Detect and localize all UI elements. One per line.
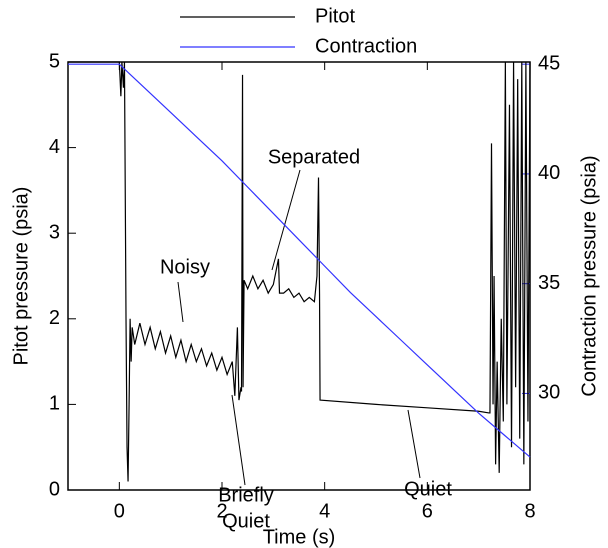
annotation-leaders bbox=[177, 169, 421, 486]
leader bbox=[231, 394, 246, 486]
annotation: Separated bbox=[268, 146, 360, 168]
y-tick-label: 3 bbox=[49, 221, 60, 243]
x-tick-label: 6 bbox=[422, 500, 433, 522]
x-tick-label: 4 bbox=[319, 500, 330, 522]
y-tick-label: 0 bbox=[49, 478, 60, 500]
y-axis-label: Pitot pressure (psia) bbox=[10, 187, 32, 366]
y2-tick-label: 35 bbox=[538, 272, 560, 294]
y2-tick-label: 40 bbox=[538, 162, 560, 184]
y-tick-label: 5 bbox=[49, 50, 60, 72]
x-tick-label: 8 bbox=[524, 500, 535, 522]
y2-tick-label: 30 bbox=[538, 382, 560, 404]
x-tick-label: 2 bbox=[216, 500, 227, 522]
x-axis-label: Time (s) bbox=[263, 526, 336, 548]
series-line bbox=[68, 63, 531, 458]
y-tick-label: 2 bbox=[49, 307, 60, 329]
annotation: Noisy bbox=[160, 256, 210, 278]
y2-tick-label: 45 bbox=[538, 52, 560, 74]
leader bbox=[407, 409, 421, 479]
leader bbox=[177, 281, 184, 323]
legend-label: Pitot bbox=[315, 5, 355, 27]
x-tick-label: 0 bbox=[114, 500, 125, 522]
legend-label: Contraction bbox=[315, 35, 417, 57]
y-tick-label: 4 bbox=[49, 136, 60, 158]
plot-frame bbox=[67, 61, 531, 491]
leader bbox=[271, 169, 301, 271]
y-tick-label: 1 bbox=[49, 393, 60, 415]
annotation: Quiet bbox=[404, 478, 452, 500]
annotation: Quiet bbox=[222, 510, 270, 532]
y2-axis-label: Contraction pressure (psia) bbox=[578, 155, 600, 396]
annotation: Briefly bbox=[218, 484, 274, 506]
series-line bbox=[68, 61, 531, 482]
